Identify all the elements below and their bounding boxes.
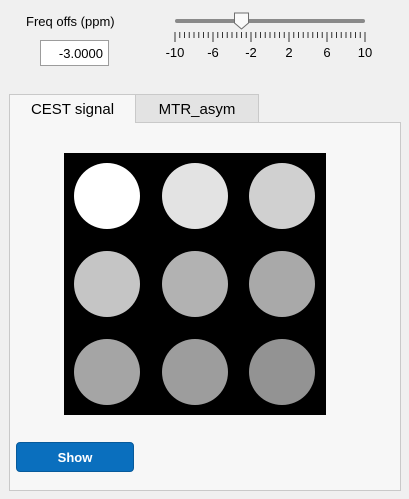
vial-5 xyxy=(162,251,228,317)
slider-ticks xyxy=(174,32,366,42)
slider-tick-label: -10 xyxy=(165,45,185,60)
slider-thumb xyxy=(234,12,249,30)
slider-tick-label: 6 xyxy=(323,45,331,60)
phantom-image xyxy=(64,153,326,415)
slider-tick-label: -6 xyxy=(207,45,219,60)
tab-cest-signal[interactable]: CEST signal xyxy=(9,94,136,123)
vial-8 xyxy=(162,339,228,405)
vial-3 xyxy=(249,163,315,229)
slider-graphic[interactable] xyxy=(164,8,374,48)
show-button[interactable]: Show xyxy=(16,442,134,472)
freq-offset-label: Freq offs (ppm) xyxy=(26,14,115,29)
tab-group: CEST signal MTR_asym Show xyxy=(9,94,401,491)
vial-9 xyxy=(249,339,315,405)
vial-4 xyxy=(74,251,140,317)
slider-track xyxy=(175,19,365,23)
vial-1 xyxy=(74,163,140,229)
vial-2 xyxy=(162,163,228,229)
freq-offset-slider[interactable]: -10 -6 -2 2 6 10 xyxy=(164,8,374,66)
freq-offset-field[interactable] xyxy=(40,40,109,66)
vial-6 xyxy=(249,251,315,317)
vial-7 xyxy=(74,339,140,405)
slider-tick-label: 10 xyxy=(357,45,373,60)
cest-signal-panel: Show xyxy=(9,122,401,491)
tab-mtr-asym[interactable]: MTR_asym xyxy=(135,94,259,122)
slider-tick-label: -2 xyxy=(245,45,257,60)
slider-tick-label: 2 xyxy=(285,45,293,60)
